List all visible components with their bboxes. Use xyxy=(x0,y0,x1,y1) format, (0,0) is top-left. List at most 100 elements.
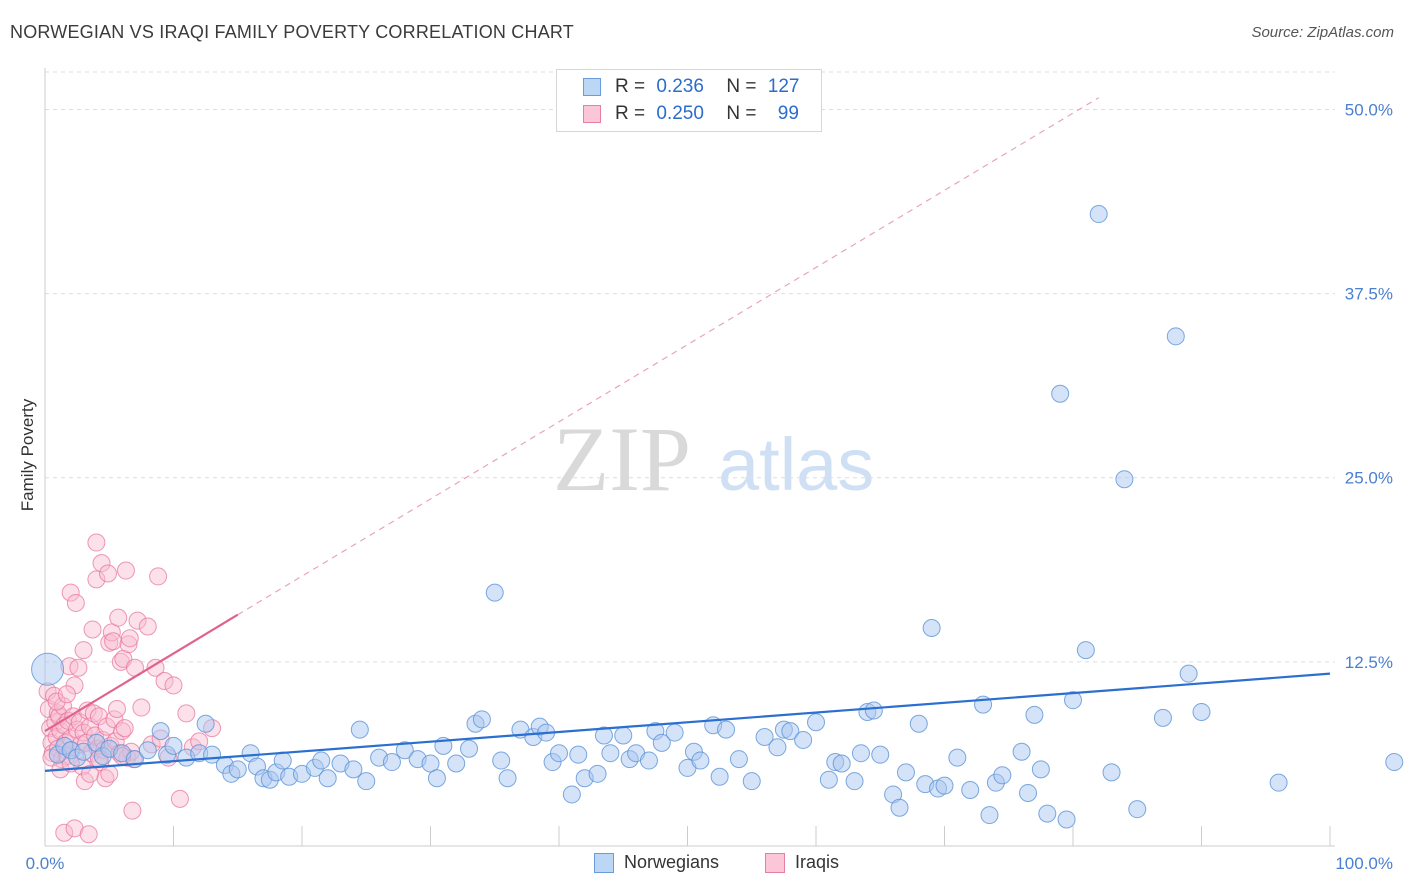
norwegians-point xyxy=(472,710,491,729)
iraqis-swatch xyxy=(583,105,601,123)
tick-labels: 12.5% 25.0% 37.5% 50.0% 0.0% 100.0% xyxy=(26,100,1393,873)
norwegians-point xyxy=(639,751,658,770)
norwegians-point xyxy=(350,720,369,739)
x-tick-label: 100.0% xyxy=(1335,854,1393,873)
legend-r-label: R = xyxy=(615,103,646,124)
iraqis-point xyxy=(128,611,147,630)
norwegians-point xyxy=(871,745,890,764)
iraqis-point xyxy=(80,764,99,783)
y-tick-label: 12.5% xyxy=(1345,653,1393,672)
trendlines xyxy=(44,97,1331,772)
legend-r-label: R = xyxy=(615,76,646,97)
iraqis-point xyxy=(87,570,106,589)
norwegians-trend-line xyxy=(44,672,1331,772)
iraqis-point xyxy=(98,564,117,583)
legend-row-norwegians: R = 0.236 N = 127 xyxy=(583,75,799,99)
iraqis-point xyxy=(87,533,106,552)
iraqis-point xyxy=(123,801,142,820)
chart-title: NORWEGIAN VS IRAQI FAMILY POVERTY CORREL… xyxy=(10,22,574,42)
iraqis-point xyxy=(79,825,98,844)
norwegians-point xyxy=(312,751,331,770)
norwegians-point xyxy=(614,726,633,745)
iraqis-point xyxy=(61,583,80,602)
norwegians-point xyxy=(1153,708,1172,727)
norwegians-point xyxy=(864,701,883,720)
norwegians-point xyxy=(1269,773,1288,792)
legend-r-value: 0.236 xyxy=(656,76,704,97)
iraqis-point xyxy=(113,722,132,741)
watermark: ZIP atlas xyxy=(553,408,874,510)
norwegians-point xyxy=(909,714,928,733)
norwegians-point xyxy=(562,785,581,804)
norwegians-point xyxy=(273,751,292,770)
norwegians-point xyxy=(807,713,825,732)
norwegians-point xyxy=(138,741,157,760)
norwegians-point xyxy=(922,618,941,637)
iraqis-point xyxy=(39,700,58,719)
iraqis-point xyxy=(69,658,88,677)
y-tick-label: 37.5% xyxy=(1345,285,1393,304)
norwegians-point xyxy=(980,806,999,825)
iraqis-point xyxy=(170,789,189,808)
norwegians-point xyxy=(395,741,414,760)
iraqis-point xyxy=(92,554,111,573)
norwegians-point xyxy=(1102,763,1121,782)
norwegians-point xyxy=(31,652,65,686)
iraqis-point xyxy=(149,567,168,586)
gridlines xyxy=(45,71,1335,663)
norwegians-point xyxy=(1076,641,1095,660)
norwegians-swatch xyxy=(583,78,601,96)
norwegians-point xyxy=(993,766,1012,785)
norwegians-point xyxy=(1057,810,1076,829)
norwegians-point xyxy=(1128,800,1147,819)
norwegians-point xyxy=(1025,705,1044,724)
norwegians-point xyxy=(948,748,967,767)
iraqis-points xyxy=(38,533,222,844)
iraqis-trend-line xyxy=(44,613,239,733)
iraqis-point xyxy=(74,641,93,660)
norwegians-legend-swatch xyxy=(594,852,614,873)
iraqis-point xyxy=(104,632,123,651)
norwegians-point xyxy=(652,733,671,752)
norwegians-point xyxy=(832,754,851,773)
norwegians-point xyxy=(1115,470,1134,489)
iraqis-point xyxy=(138,617,157,636)
norwegians-point xyxy=(794,730,813,749)
norwegians-legend-label: Norwegians xyxy=(624,852,720,872)
norwegians-point xyxy=(382,753,401,772)
norwegians-point xyxy=(601,744,620,763)
iraqis-point xyxy=(115,719,134,738)
iraqis-point xyxy=(55,823,74,842)
y-tick-label: 50.0% xyxy=(1345,100,1393,119)
watermark-atlas: atlas xyxy=(718,423,874,506)
iraqis-point xyxy=(83,620,102,639)
iraqis-point xyxy=(146,658,165,677)
norwegians-point xyxy=(1385,753,1404,772)
legend-item-iraqis[interactable]: Iraqis xyxy=(765,852,839,873)
iraqis-point xyxy=(47,692,66,711)
iraqis-point xyxy=(177,704,196,723)
norwegians-point xyxy=(665,723,684,742)
iraqis-point xyxy=(155,672,174,691)
norwegians-point xyxy=(1012,742,1031,761)
legend-r-value: 0.250 xyxy=(656,103,704,124)
norwegians-point xyxy=(742,772,761,791)
norwegians-point xyxy=(588,764,607,783)
norwegians-point xyxy=(228,760,247,779)
norwegians-point xyxy=(710,767,729,786)
iraqis-point xyxy=(107,700,126,719)
norwegians-point xyxy=(896,763,915,782)
norwegians-point xyxy=(164,736,183,755)
norwegians-point xyxy=(1019,783,1038,802)
norwegians-point xyxy=(569,745,588,764)
y-tick-label: 25.0% xyxy=(1345,469,1393,488)
iraqis-point xyxy=(132,698,151,717)
iraqis-point xyxy=(120,629,139,648)
norwegians-point xyxy=(1089,205,1108,224)
iraqis-point xyxy=(116,561,135,580)
iraqis-legend-label: Iraqis xyxy=(795,852,840,872)
iraqis-point xyxy=(66,593,85,612)
norwegians-point xyxy=(845,772,864,791)
legend-item-norwegians[interactable]: Norwegians xyxy=(594,852,719,873)
